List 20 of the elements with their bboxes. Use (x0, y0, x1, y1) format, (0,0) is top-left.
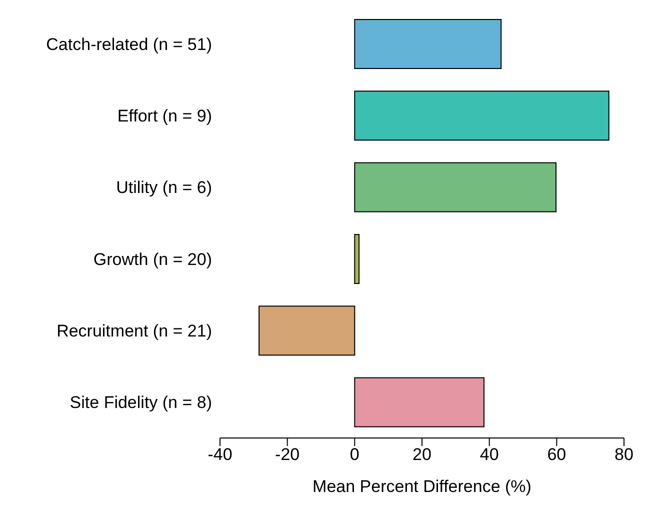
bar (354, 162, 556, 212)
x-tick-label: 0 (350, 445, 360, 464)
x-axis-title: Mean Percent Difference (%) (312, 477, 532, 496)
bar (354, 90, 610, 141)
x-tick-label: 60 (547, 445, 566, 464)
y-tick-label: Growth (n = 20) (93, 250, 212, 269)
y-tick-label: Effort (n = 9) (117, 106, 212, 126)
y-tick-label: Catch-related (n = 51) (46, 34, 212, 54)
x-tick-label: 40 (480, 445, 499, 464)
bar (354, 377, 484, 428)
y-tick-label: Utility (n = 6) (116, 178, 212, 198)
bar (354, 234, 360, 284)
x-tick-label: 80 (614, 445, 634, 464)
y-tick-label: Recruitment (n = 21) (56, 322, 212, 341)
y-tick-label: Site Fidelity (n = 8) (70, 393, 212, 412)
bar (354, 18, 502, 69)
x-tick-label: -40 (208, 445, 232, 464)
x-tick-label: -20 (275, 445, 300, 464)
bar (258, 306, 356, 356)
x-tick-label: 20 (412, 445, 432, 464)
